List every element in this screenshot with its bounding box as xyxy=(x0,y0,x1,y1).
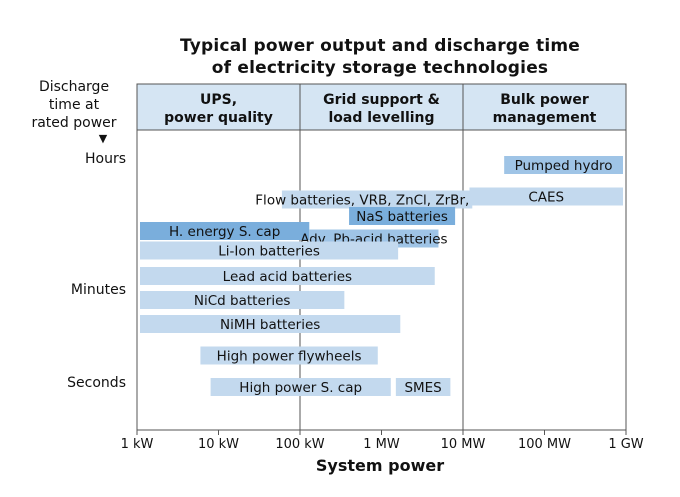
technology-bar xyxy=(140,291,345,309)
technology-bar xyxy=(140,267,435,285)
technology-bar xyxy=(210,378,391,396)
technology-bar xyxy=(140,241,399,260)
chart-title-line-2: of electricity storage technologies xyxy=(211,58,549,78)
technology-bar xyxy=(469,187,623,206)
technology-label: Lead acid batteries xyxy=(223,269,352,285)
technology-bar xyxy=(140,222,310,240)
x-tick-label: 100 MW xyxy=(518,437,571,452)
x-tick-label: 10 MW xyxy=(441,437,486,452)
technology-label: H. energy S. cap xyxy=(169,224,280,240)
y-axis-label-line-3: rated power xyxy=(31,115,117,131)
technology-bar xyxy=(281,190,473,209)
technology-bar xyxy=(504,156,623,174)
x-tick-label: 100 kW xyxy=(275,437,324,452)
technology-label: NiCd batteries xyxy=(194,293,291,309)
category-header xyxy=(136,83,627,131)
x-tick-label: 1 MW xyxy=(363,437,400,452)
technology-label: NiMH batteries xyxy=(220,317,320,333)
technology-label: Pumped hydro xyxy=(515,158,613,174)
technology-label: Li-Ion batteries xyxy=(218,244,320,260)
technology-label: High power flywheels xyxy=(217,349,362,365)
category-label: Grid support & xyxy=(323,92,440,108)
technology-bar xyxy=(395,378,451,396)
y-axis-label-line-1: Discharge xyxy=(38,79,110,95)
x-axis-label: System power xyxy=(315,456,445,475)
x-tick-label: 1 kW xyxy=(121,437,154,452)
category-label: power quality xyxy=(164,110,273,126)
technology-label: Flow batteries, VRB, ZnCl, ZrBr, etc. xyxy=(255,193,499,209)
technology-label: High power S. cap xyxy=(239,380,362,396)
chart-title-line-1: Typical power output and discharge time xyxy=(180,36,580,56)
x-tick-label: 10 kW xyxy=(198,437,239,452)
technology-label: CAES xyxy=(528,190,564,206)
y-tick-label: Seconds xyxy=(67,375,126,391)
category-label: UPS, xyxy=(200,92,237,108)
technology-label: NaS batteries xyxy=(356,209,448,225)
y-tick-label: Hours xyxy=(85,151,126,167)
y-axis-arrow: ▼ xyxy=(98,132,108,145)
technology-bar xyxy=(349,207,456,225)
y-tick-label: Minutes xyxy=(71,282,126,298)
technology-bar xyxy=(200,346,378,365)
category-label: load levelling xyxy=(328,110,434,126)
y-axis-label-line-2: time at xyxy=(48,97,100,113)
category-label: management xyxy=(493,110,597,126)
technology-bar xyxy=(140,315,401,333)
x-tick-label: 1 GW xyxy=(608,437,643,452)
category-label: Bulk power xyxy=(500,92,589,108)
technology-label: SMES xyxy=(404,380,441,396)
